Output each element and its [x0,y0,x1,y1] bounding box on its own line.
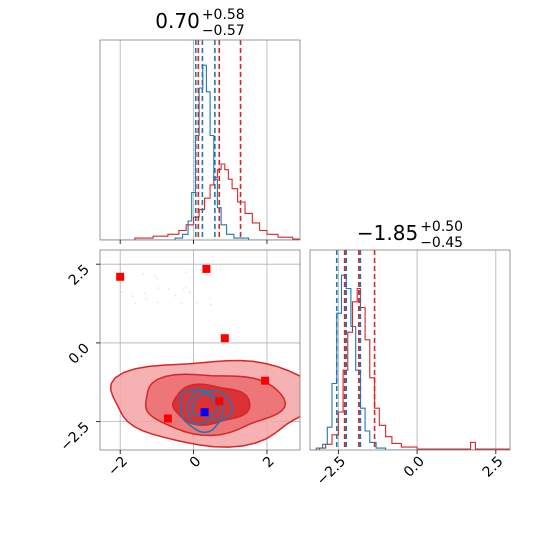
title-param1-minus: −0.45 [420,235,463,251]
blue-contour-2 [191,392,219,418]
red-marker-1 [202,264,211,273]
sample-point [143,292,146,295]
sample-point [131,295,134,298]
title-param0-minus: −0.57 [202,23,245,39]
sample-point [145,297,148,300]
title-param0: 0.70 +0.58−0.57 [155,7,244,39]
sample-point [199,269,202,271]
red-marker-3 [261,376,270,385]
hist1-frame [309,249,511,451]
red-marker-0 [116,272,125,281]
scatter-group [109,263,300,448]
sample-point [174,294,177,297]
hist0-blue-series [100,64,300,240]
blue-contour-1 [186,389,225,426]
hist0-frame [99,39,301,241]
red-marker-5 [163,414,172,423]
blue-marker [200,408,209,417]
title-param1-value: −1.85 [357,221,418,245]
sample-point [180,302,183,305]
sample-point [209,297,212,300]
sample-point [209,272,212,275]
sample-point [192,263,195,266]
sample-point [154,274,156,277]
sample-point [185,271,187,274]
sample-point [156,287,159,290]
hist1-blue-series [310,274,510,450]
red-marker-4 [215,397,224,406]
sample-point [156,301,159,304]
sample-point [188,291,191,294]
sample-point [156,277,158,280]
sample-point [195,302,198,305]
title-param1-plus: +0.50 [420,219,463,235]
title-param1: −1.85 +0.50−0.45 [357,219,463,251]
blue-contour-0 [179,389,234,434]
sample-point [185,286,188,289]
sample-point [142,273,145,275]
title-param0-value: 0.70 [155,9,200,33]
sample-point [134,302,137,305]
sample-point [182,288,185,291]
red-marker-2 [220,334,229,343]
sample-point [120,291,123,294]
hist0-group [100,64,300,240]
sample-point [209,303,212,306]
hist0-red-series [100,163,300,240]
title-param0-plus: +0.58 [202,7,245,23]
scatter-frame [99,249,301,451]
sample-point [168,288,171,291]
